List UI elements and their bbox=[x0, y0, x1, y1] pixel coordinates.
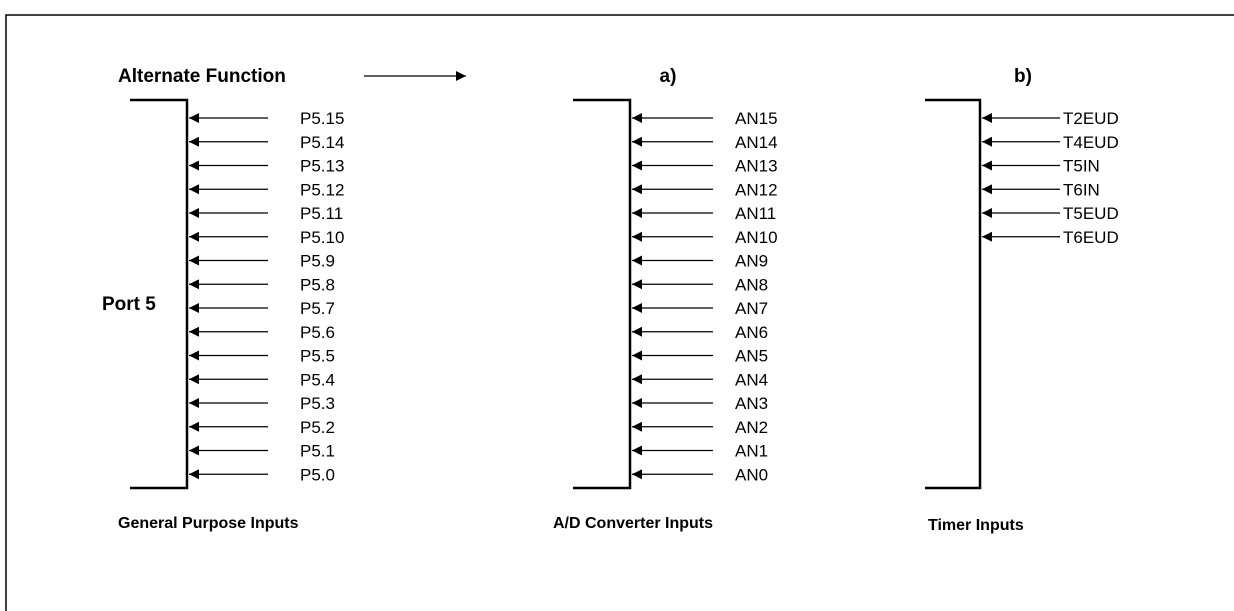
adc-pin-label: AN3 bbox=[735, 394, 768, 413]
port-pin-label: P5.15 bbox=[300, 109, 344, 128]
port-pin-label: P5.2 bbox=[300, 418, 335, 437]
port-label: Port 5 bbox=[102, 294, 156, 315]
adc-pin-label: AN4 bbox=[735, 370, 768, 389]
timer-pin-label: T6EUD bbox=[1063, 228, 1119, 247]
adc-pin-label: AN14 bbox=[735, 133, 778, 152]
port-pin-label: P5.8 bbox=[300, 275, 335, 294]
adc-pin-label: AN0 bbox=[735, 465, 768, 484]
marker-a: a) bbox=[660, 66, 677, 87]
adc-pin-label: AN12 bbox=[735, 180, 778, 199]
port-pin-label: P5.10 bbox=[300, 228, 344, 247]
timer-pin-list: T2EUD T4EUD T5IN T6IN T5EUD T6EUD bbox=[982, 109, 1119, 247]
adc-pin-list: AN15 AN14 AN13 AN12 AN11 AN10 AN9 AN8 AN7 AN6 AN5 A… bbox=[632, 109, 778, 484]
timer-pin-label: T5IN bbox=[1063, 157, 1100, 176]
port-pin-list: P5.15 P5.14 P5.13 P5.12 P5.11 P5.10 P5.9 P5.8 P5… bbox=[189, 109, 344, 484]
adc-pin-label: AN11 bbox=[735, 204, 776, 223]
timer-pin-label: T6IN bbox=[1063, 180, 1100, 199]
timer-pin-label: T5EUD bbox=[1063, 204, 1119, 223]
adc-pin-label: AN13 bbox=[735, 157, 778, 176]
adc-pin-label: AN7 bbox=[735, 299, 768, 318]
port-pin-label: P5.7 bbox=[300, 299, 335, 318]
port-pin-label: P5.3 bbox=[300, 394, 335, 413]
port-pin-label: P5.1 bbox=[300, 442, 335, 461]
adc-pin-label: AN15 bbox=[735, 109, 778, 128]
adc-pin-label: AN9 bbox=[735, 252, 768, 271]
port-pin-label: P5.13 bbox=[300, 157, 344, 176]
adc-pin-label: AN1 bbox=[735, 442, 768, 461]
caption-ad-converter-inputs: A/D Converter Inputs bbox=[553, 515, 713, 532]
alternate-function-heading: Alternate Function bbox=[118, 66, 286, 87]
port-pin-label: P5.5 bbox=[300, 347, 335, 366]
port-pin-label: P5.6 bbox=[300, 323, 335, 342]
port-pin-label: P5.4 bbox=[300, 370, 335, 389]
adc-pin-label: AN5 bbox=[735, 347, 768, 366]
port-pin-label: P5.14 bbox=[300, 133, 344, 152]
port-bracket bbox=[130, 98, 189, 490]
port-pin-label: P5.0 bbox=[300, 465, 335, 484]
timer-bracket bbox=[925, 98, 982, 490]
port-pin-label: P5.9 bbox=[300, 252, 335, 271]
port-pin-label: P5.11 bbox=[300, 204, 343, 223]
caption-general-purpose-inputs: General Purpose Inputs bbox=[118, 515, 299, 532]
timer-pin-label: T2EUD bbox=[1063, 109, 1119, 128]
adc-bracket bbox=[573, 98, 632, 490]
marker-b: b) bbox=[1014, 66, 1032, 87]
frame-border bbox=[5, 14, 1234, 611]
adc-pin-label: AN8 bbox=[735, 275, 768, 294]
adc-pin-label: AN2 bbox=[735, 418, 768, 437]
adc-pin-label: AN10 bbox=[735, 228, 778, 247]
port-pin-label: P5.12 bbox=[300, 180, 344, 199]
caption-timer-inputs: Timer Inputs bbox=[928, 517, 1024, 534]
adc-pin-label: AN6 bbox=[735, 323, 768, 342]
timer-pin-label: T4EUD bbox=[1063, 133, 1119, 152]
